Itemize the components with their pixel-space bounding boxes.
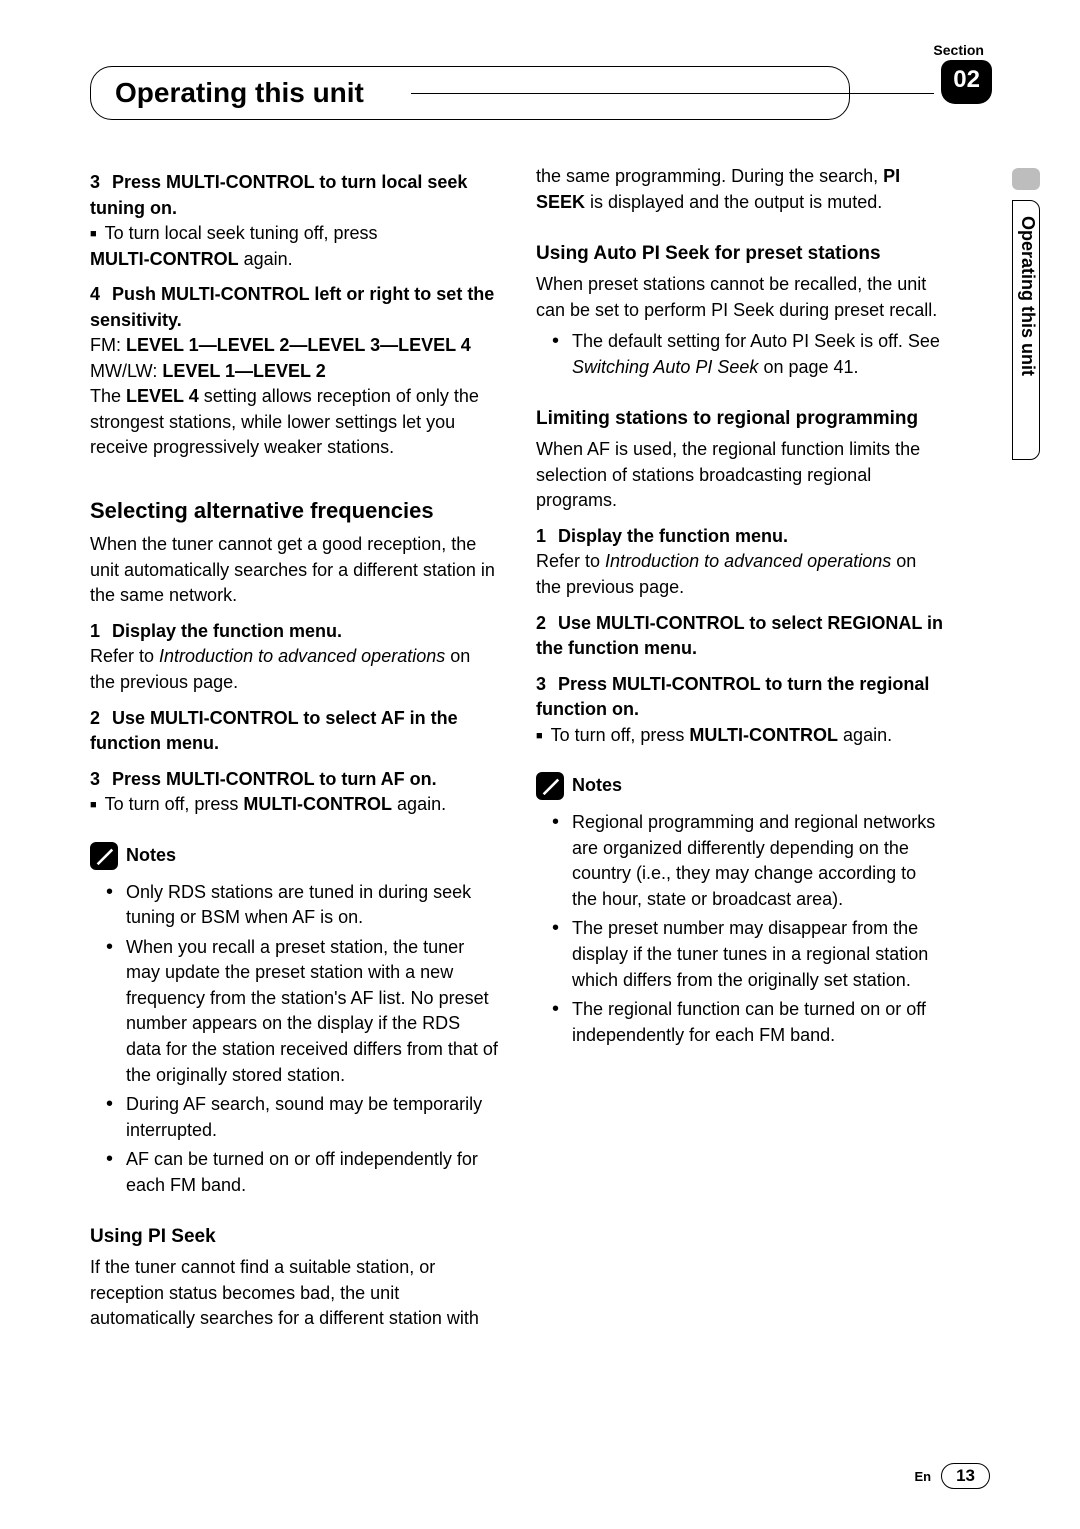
alt-step-2-heading: 2Use MULTI-CONTROL to select AF in the f… [90, 706, 500, 757]
auto-pi-para: When preset stations cannot be recalled,… [536, 272, 946, 323]
content-columns: 3Press MULTI-CONTROL to turn local seek … [90, 164, 990, 1332]
left-notes-list: Only RDS stations are tuned in during se… [90, 880, 500, 1199]
piseek-heading: Using PI Seek [90, 1224, 500, 1251]
level4-para: The LEVEL 4 setting allows reception of … [90, 384, 500, 461]
left-note-item: Only RDS stations are tuned in during se… [106, 880, 500, 931]
piseek-cont: the same programming. During the search,… [536, 164, 946, 215]
alt-step-3-heading: 3Press MULTI-CONTROL to turn AF on. [90, 767, 500, 793]
page-title: Operating this unit [115, 77, 364, 108]
auto-pi-heading: Using Auto PI Seek for preset stations [536, 241, 946, 268]
right-notes-header: Notes [536, 772, 946, 800]
reg-step-2-heading: 2Use MULTI-CONTROL to select REGIONAL in… [536, 611, 946, 662]
notes-icon [90, 842, 118, 870]
reg-step-3-heading: 3Press MULTI-CONTROL to turn the regiona… [536, 672, 946, 723]
section-label: Section [933, 42, 984, 58]
footer-lang: En [914, 1469, 931, 1484]
header-bar: Operating this unit [90, 66, 850, 120]
right-notes-list: Regional programming and regional networ… [536, 810, 946, 1048]
auto-pi-list: The default setting for Auto PI Seek is … [536, 329, 946, 380]
right-note-item: Regional programming and regional networ… [552, 810, 946, 912]
step-3-tail: MULTI-CONTROL again. [90, 247, 500, 273]
step-3-heading: 3Press MULTI-CONTROL to turn local seek … [90, 170, 500, 221]
left-column: 3Press MULTI-CONTROL to turn local seek … [90, 164, 500, 1332]
left-notes-label: Notes [126, 843, 176, 869]
notes-icon [536, 772, 564, 800]
reg-step-1-heading: 1Display the function menu. [536, 524, 946, 550]
left-note-item: When you recall a preset station, the tu… [106, 935, 500, 1088]
fm-levels: FM: LEVEL 1—LEVEL 2—LEVEL 3—LEVEL 4 [90, 333, 500, 359]
page-footer: En 13 [914, 1463, 990, 1489]
page: Section 02 Operating this unit Operating… [0, 0, 1080, 1529]
reg-step-1-ref: Refer to Introduction to advanced operat… [536, 549, 946, 600]
regional-heading: Limiting stations to regional programmin… [536, 406, 946, 433]
reg-step-3-bullet: ■To turn off, press MULTI-CONTROL again. [536, 723, 946, 749]
right-notes-label: Notes [572, 773, 622, 799]
alt-step-1-ref: Refer to Introduction to advanced operat… [90, 644, 500, 695]
alt-freq-heading: Selecting alternative frequencies [90, 495, 500, 526]
mw-levels: MW/LW: LEVEL 1—LEVEL 2 [90, 359, 500, 385]
alt-step-3-bullet: ■To turn off, press MULTI-CONTROL again. [90, 792, 500, 818]
right-note-item: The regional function can be turned on o… [552, 997, 946, 1048]
section-number-badge: 02 [941, 60, 992, 104]
side-tab-label: Operating this unit [1017, 216, 1038, 376]
left-notes-header: Notes [90, 842, 500, 870]
footer-page-number: 13 [941, 1463, 990, 1489]
left-note-item: During AF search, sound may be temporari… [106, 1092, 500, 1143]
step-4-heading: 4Push MULTI-CONTROL left or right to set… [90, 282, 500, 333]
auto-pi-item: The default setting for Auto PI Seek is … [552, 329, 946, 380]
right-note-item: The preset number may disappear from the… [552, 916, 946, 993]
right-column: the same programming. During the search,… [536, 164, 946, 1332]
side-tab-stub [1012, 168, 1040, 190]
step-3-bullet: ■To turn local seek tuning off, press [90, 221, 500, 247]
alt-step-1-heading: 1Display the function menu. [90, 619, 500, 645]
regional-para: When AF is used, the regional function l… [536, 437, 946, 514]
left-note-item: AF can be turned on or off independently… [106, 1147, 500, 1198]
header-rule [411, 93, 934, 94]
alt-freq-intro: When the tuner cannot get a good recepti… [90, 532, 500, 609]
piseek-para: If the tuner cannot find a suitable stat… [90, 1255, 500, 1332]
